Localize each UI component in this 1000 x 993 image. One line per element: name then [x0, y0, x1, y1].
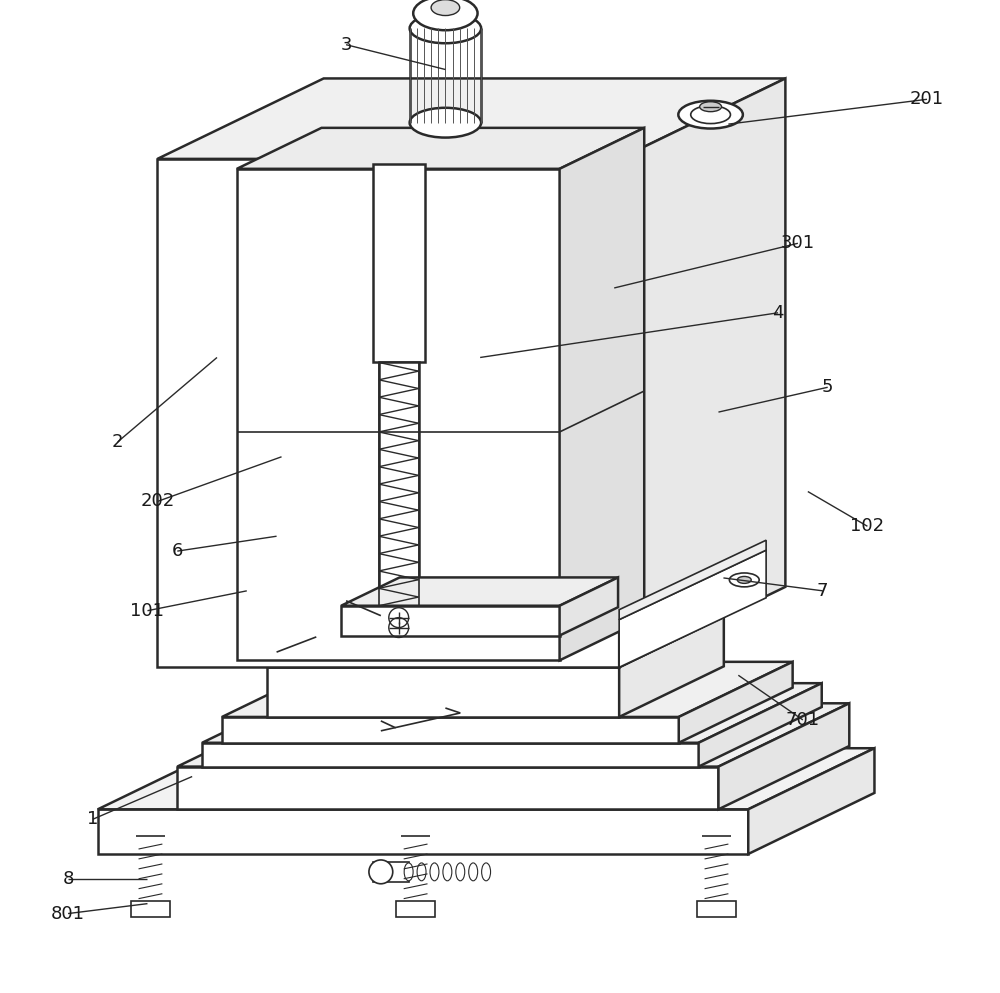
Polygon shape — [679, 661, 793, 743]
Text: 301: 301 — [781, 234, 815, 252]
Ellipse shape — [430, 863, 439, 881]
Text: 701: 701 — [786, 711, 820, 729]
Text: 4: 4 — [772, 304, 784, 322]
Text: 2: 2 — [112, 433, 123, 451]
Ellipse shape — [456, 863, 465, 881]
Ellipse shape — [737, 576, 751, 583]
Polygon shape — [202, 683, 822, 743]
Polygon shape — [202, 743, 699, 767]
Polygon shape — [98, 809, 748, 854]
Ellipse shape — [691, 105, 730, 123]
Polygon shape — [157, 159, 619, 667]
Ellipse shape — [413, 0, 478, 30]
Polygon shape — [177, 703, 849, 767]
Polygon shape — [222, 717, 679, 743]
Polygon shape — [373, 164, 425, 362]
Polygon shape — [619, 550, 766, 667]
Polygon shape — [341, 606, 560, 636]
Polygon shape — [267, 667, 619, 717]
Ellipse shape — [482, 863, 491, 881]
Polygon shape — [157, 78, 785, 159]
Polygon shape — [98, 749, 874, 809]
Polygon shape — [718, 703, 849, 809]
Text: 7: 7 — [817, 582, 828, 600]
Bar — [373, 862, 409, 882]
Ellipse shape — [417, 863, 426, 881]
Ellipse shape — [729, 573, 759, 587]
Bar — [131, 901, 170, 917]
Text: 801: 801 — [51, 905, 85, 922]
Ellipse shape — [410, 108, 481, 138]
Text: 8: 8 — [62, 870, 74, 888]
Text: 101: 101 — [130, 602, 164, 620]
Polygon shape — [748, 749, 874, 854]
Polygon shape — [222, 661, 793, 717]
Polygon shape — [177, 767, 718, 809]
Text: 102: 102 — [850, 517, 884, 535]
Ellipse shape — [700, 101, 722, 111]
Ellipse shape — [404, 863, 413, 881]
Ellipse shape — [410, 14, 481, 44]
Polygon shape — [237, 169, 560, 660]
Polygon shape — [237, 128, 644, 169]
Bar — [396, 901, 435, 917]
Bar — [697, 901, 736, 917]
Polygon shape — [619, 78, 785, 667]
Text: 5: 5 — [822, 378, 833, 396]
Polygon shape — [699, 683, 822, 767]
Text: 202: 202 — [140, 493, 175, 510]
Circle shape — [369, 860, 393, 884]
Ellipse shape — [469, 863, 478, 881]
Text: 3: 3 — [340, 36, 352, 54]
Ellipse shape — [443, 863, 452, 881]
Polygon shape — [267, 617, 724, 667]
Ellipse shape — [431, 0, 460, 16]
Text: 6: 6 — [172, 542, 183, 560]
Polygon shape — [341, 578, 618, 606]
Text: 1: 1 — [87, 810, 99, 828]
Polygon shape — [379, 362, 419, 606]
Text: 201: 201 — [910, 90, 944, 108]
Polygon shape — [619, 617, 724, 717]
Polygon shape — [560, 578, 618, 636]
Polygon shape — [560, 128, 644, 660]
Ellipse shape — [678, 100, 743, 128]
Polygon shape — [619, 540, 766, 620]
